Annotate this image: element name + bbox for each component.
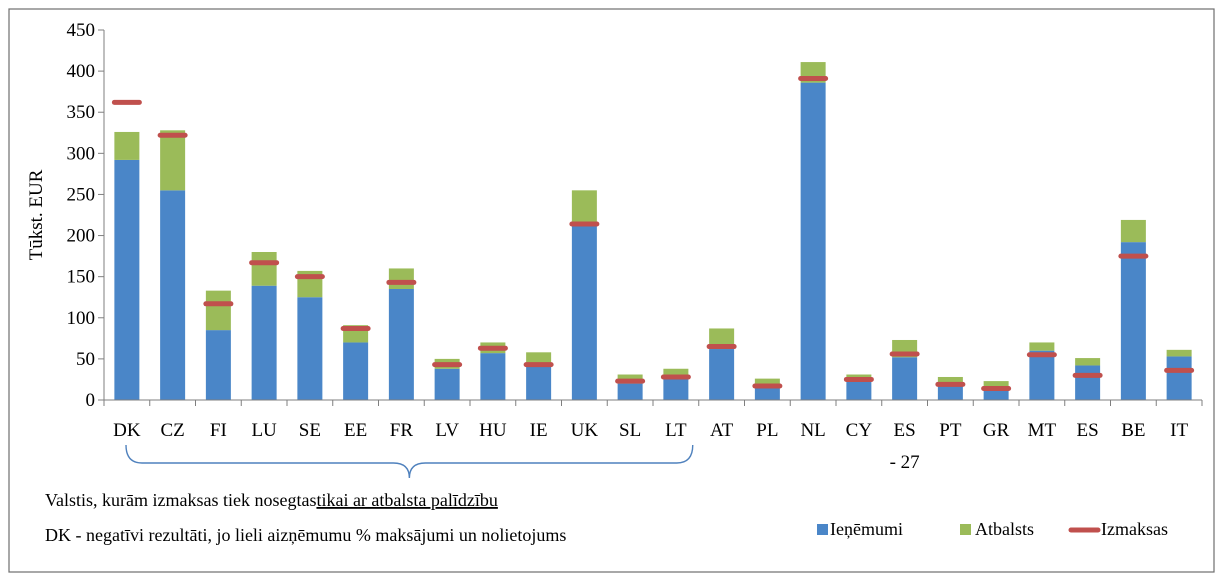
x-tick-label: PT [939,420,962,441]
x-tick-label: NL [800,420,825,441]
bar-revenue [480,353,506,400]
bar-support [1029,342,1055,351]
y-tick-label: 100 [67,308,96,329]
bar-support [1120,219,1146,243]
y-axis-label: Tūkst. EUR [26,169,47,260]
x-tick-label: UK [571,420,599,441]
bar-revenue [754,387,780,400]
legend-label-costs: Izmaksas [1101,519,1168,539]
y-tick-label: 200 [67,226,96,247]
bar-revenue [1075,365,1101,400]
bar-support [1075,358,1101,366]
x-tick-label: SL [619,420,641,441]
legend-label-revenue: Ieņēmumi [830,519,903,539]
bar-revenue [846,380,872,400]
bar-revenue [937,385,963,400]
note-line-1-prefix: Valstis, kurām izmaksas tiek nosegtas [45,490,316,510]
legend-item-costs: Izmaksas [1068,519,1168,539]
bar-revenue [571,225,597,400]
x-tick-label: FI [210,420,227,441]
x-tick-label: CY [846,420,873,441]
bar-support [983,381,1009,391]
x-tick-sublabel: - 27 [890,452,920,473]
bar-revenue [709,349,735,400]
note-line-1: Valstis, kurām izmaksas tiek nosegtastik… [45,490,498,510]
bar-revenue [434,368,460,400]
x-tick-label: EE [344,420,367,441]
bar-support [663,368,689,379]
x-tick-label: ES [894,420,916,441]
bar-support [571,190,597,226]
y-tick-label: 50 [76,349,95,370]
legend-label-support: Atbalsts [975,519,1034,539]
bar-support [160,130,186,191]
x-tick-label: LT [665,420,687,441]
bar-revenue [251,285,277,400]
y-axis: 0 50 100 150 200 250 300 350 400 450 [67,20,105,411]
x-tick-label: CZ [160,420,184,441]
note-line-1-underlined: tikai ar atbalsta palīdzību [316,490,497,510]
bar-revenue [526,366,552,400]
bar-revenue [892,357,918,400]
x-tick-label: GR [983,420,1010,441]
bar-revenue [343,342,369,400]
bar-revenue [205,330,231,400]
bar-revenue [297,297,323,400]
bar-support [1166,349,1192,357]
x-tick-label: IT [1170,420,1188,441]
bar-revenue [388,289,414,400]
y-tick-label: 250 [67,184,96,205]
bracket-path [125,444,694,479]
legend-item-revenue: Ieņēmumi [817,519,903,539]
x-tick-label: PL [756,420,778,441]
bar-support [709,328,735,350]
bar-support [114,131,140,160]
legend: Ieņēmumi Atbalsts Izmaksas [817,519,1168,539]
y-tick-label: 300 [67,143,96,164]
bar-revenue [160,190,186,400]
x-tick-label: HU [479,420,507,441]
bar-support [937,376,963,386]
legend-swatch-revenue [817,524,828,535]
x-tick-label: AT [710,420,734,441]
bars [114,62,1192,400]
bar-support [754,378,780,388]
x-axis: DK CZ FI LU SE EE FR LV HU IE UK SL LT AT PL NL CY ES - 27… [103,399,1203,473]
x-tick-label: BE [1121,420,1145,441]
x-tick-label: LU [251,420,277,441]
bar-revenue [983,390,1009,400]
cost-markers [111,76,1195,391]
bar-revenue [1120,242,1146,400]
bar-revenue [663,378,689,400]
legend-swatch-support [960,524,971,535]
y-tick-label: 150 [67,267,96,288]
bar-support [205,290,231,331]
x-tick-label: LV [435,420,459,441]
bar-revenue [800,82,826,400]
bar-revenue [114,159,140,400]
x-tick-label: IE [530,420,548,441]
x-tick-label: ES [1077,420,1099,441]
x-tick-label: FR [390,420,414,441]
chart-border [8,8,1215,573]
legend-item-support: Atbalsts [960,519,1034,539]
bar-revenue [1029,350,1055,400]
y-tick-label: 450 [67,20,96,41]
bracket [125,444,694,479]
bar-support [251,252,277,286]
bar-revenue [1166,356,1192,400]
y-tick-label: 0 [86,390,96,411]
bar-revenue [617,383,643,400]
note-line-2: DK - negatīvi rezultāti, jo lieli aizņēm… [45,525,566,545]
y-tick-label: 350 [67,102,96,123]
bar-support [388,268,414,289]
x-tick-label: DK [113,420,141,441]
x-tick-label: SE [299,420,321,441]
y-tick-label: 400 [67,61,96,82]
x-tick-label: MT [1028,420,1057,441]
